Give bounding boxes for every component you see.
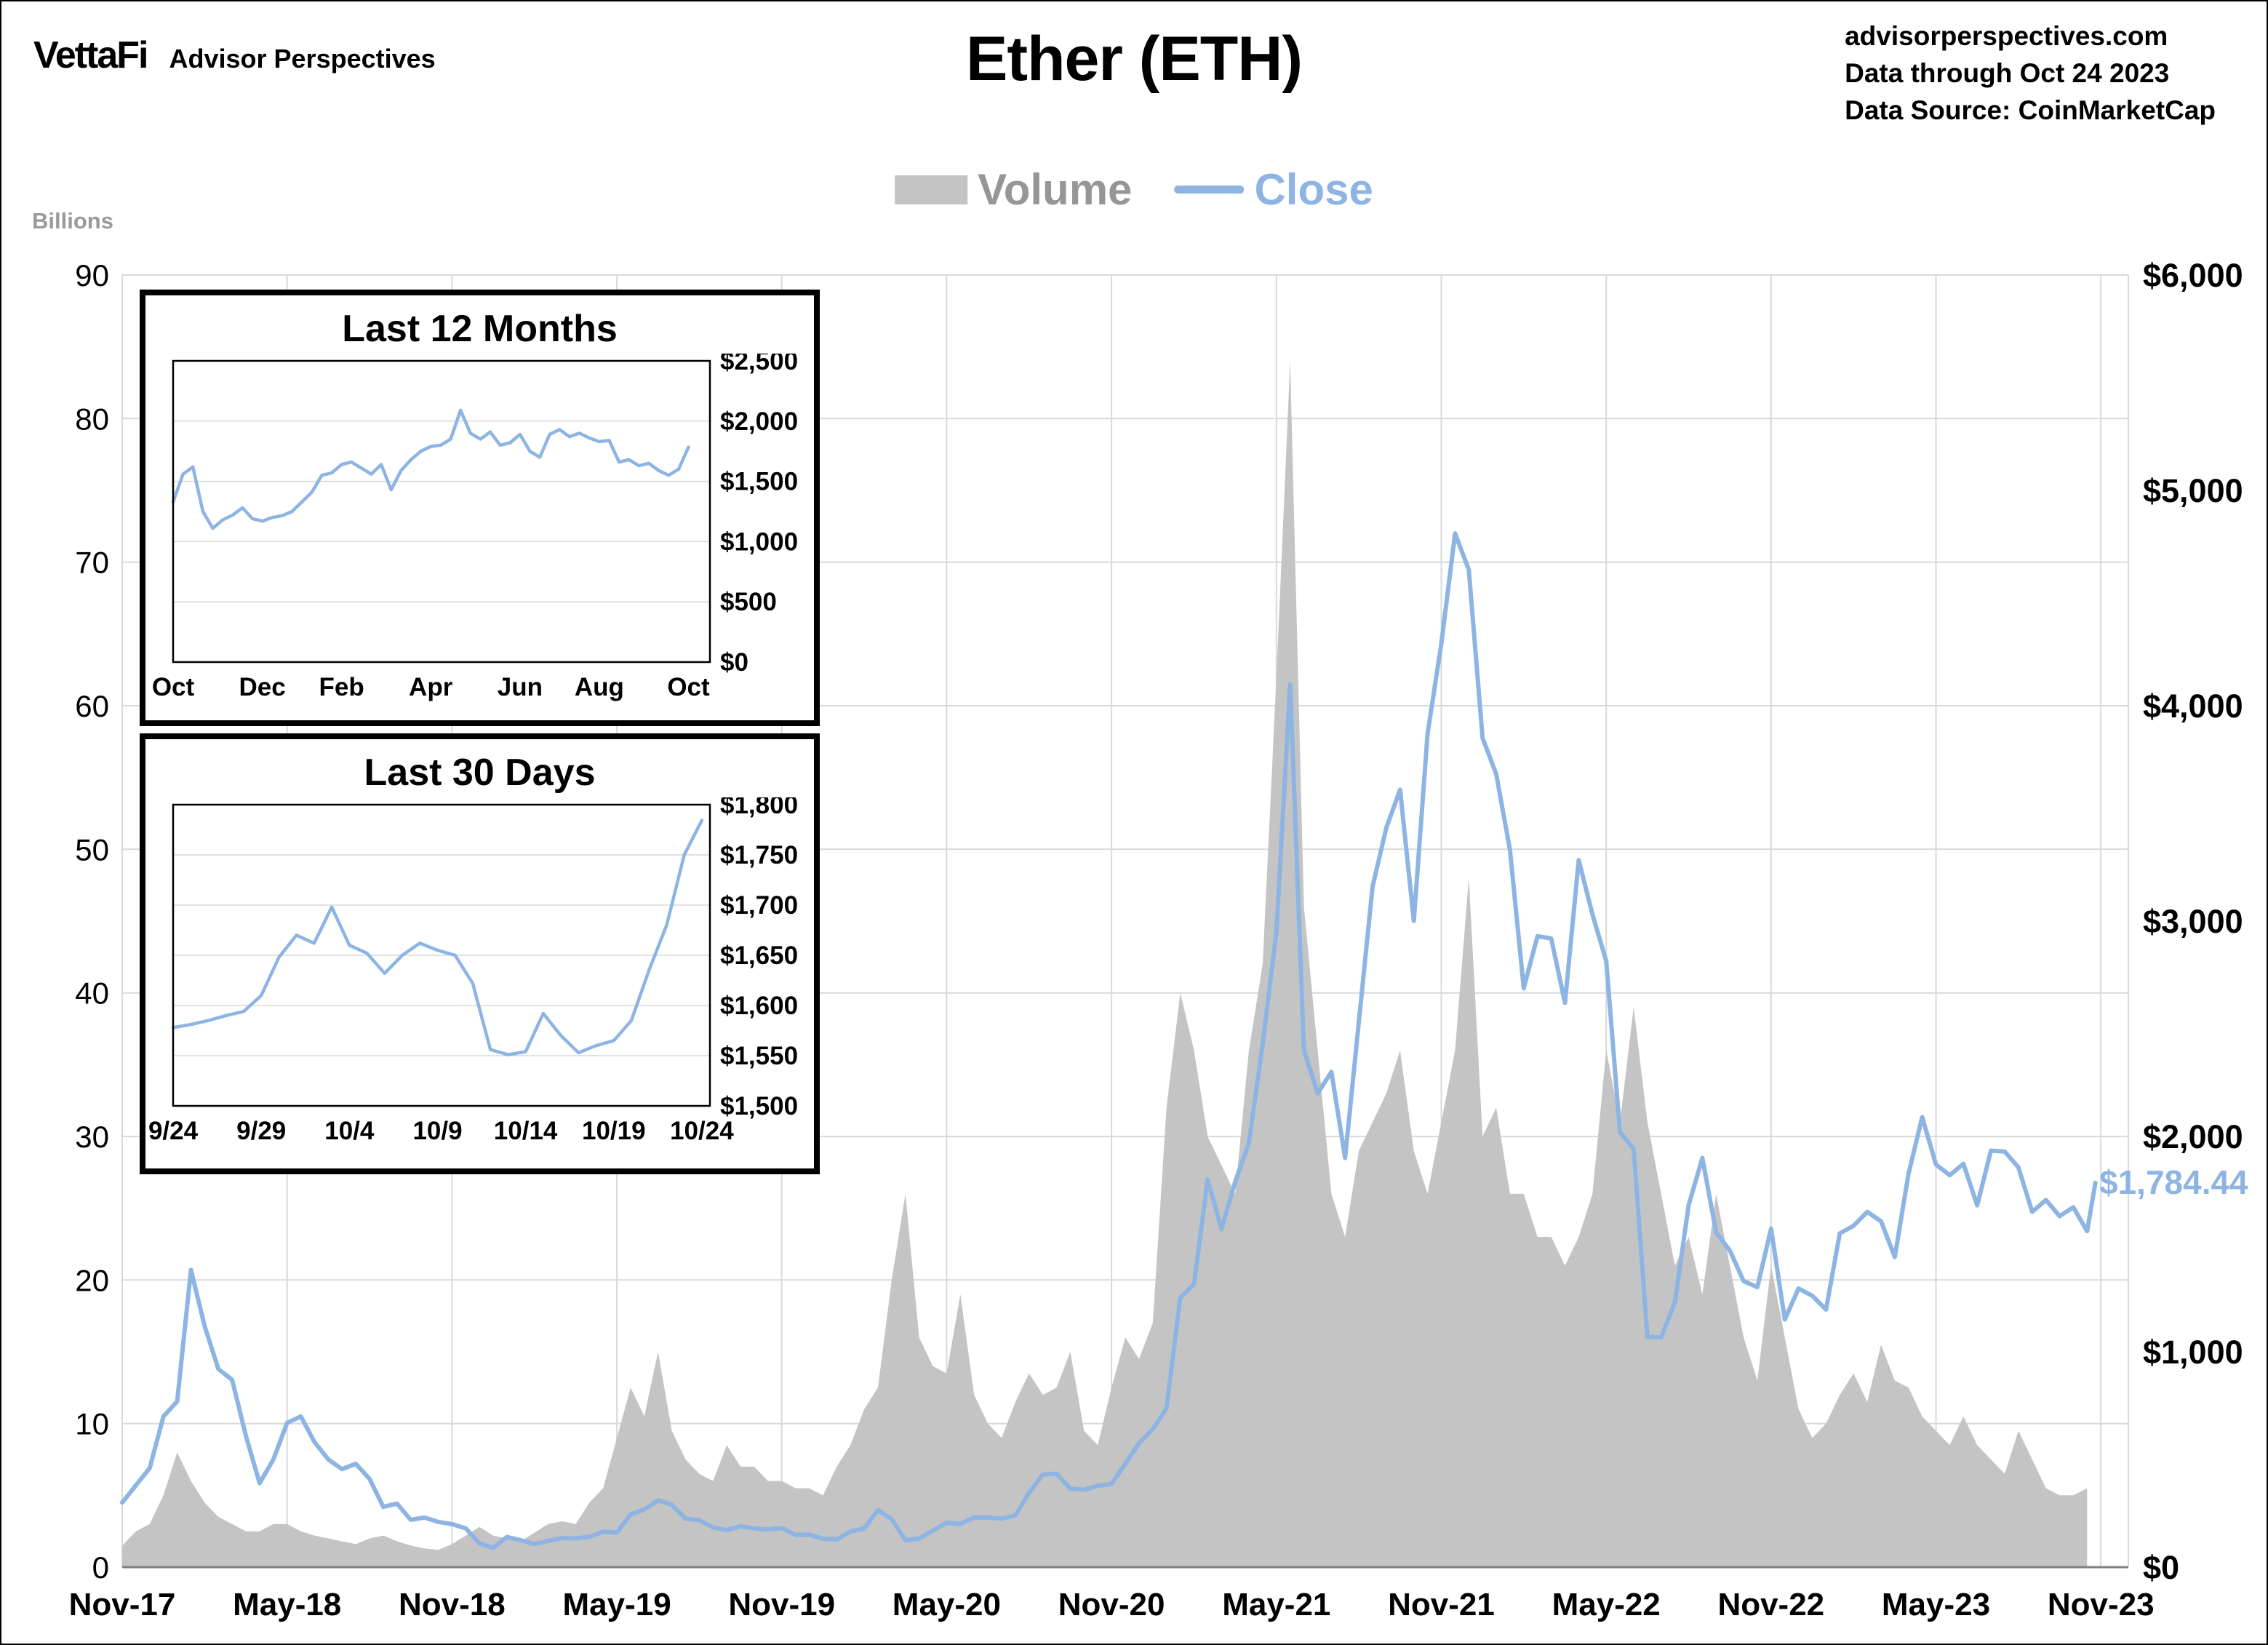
left-axis-tick-label: 40 xyxy=(75,976,109,1011)
info-website: advisorperspectives.com xyxy=(1845,21,2168,51)
inset-12mo-chart-svg: $2,500 $2,000 $1,500 $1,000 $500 $0 Oct Dec Feb A… xyxy=(152,354,798,701)
right-axis-tick-label: $6,000 xyxy=(2143,257,2243,294)
x-axis-tick-label: Nov-17 xyxy=(69,1587,176,1622)
x-axis-tick-label: May-20 xyxy=(893,1587,1001,1622)
volume-swatch-icon xyxy=(895,175,968,204)
right-axis-tick-label: $3,000 xyxy=(2143,903,2243,940)
legend-close-label: Close xyxy=(1254,165,1373,214)
x-axis-tick-label: Nov-19 xyxy=(728,1587,835,1622)
inset-y-tick-label: $1,600 xyxy=(720,992,798,1020)
inset-x-tick-label: Dec xyxy=(239,673,285,701)
inset-x-tick-label: 10/14 xyxy=(494,1117,558,1145)
inset-last-12-months: Last 12 Months $2,500 $2,000 $1,500 $1,000 $… xyxy=(140,290,820,726)
right-axis-tick-label: $5,000 xyxy=(2143,472,2243,509)
inset-x-tick-label: Jun xyxy=(498,673,543,701)
inset-y-tick-label: $2,000 xyxy=(720,407,798,436)
right-axis-tick-label: $1,000 xyxy=(2143,1334,2243,1371)
inset-plot-background xyxy=(173,361,710,662)
right-axis-tick-label: $4,000 xyxy=(2143,688,2243,725)
inset-y-tick-label: $1,800 xyxy=(720,797,798,819)
legend-item-volume: Volume xyxy=(895,164,1132,215)
inset-x-tick-label: 10/24 xyxy=(670,1117,734,1145)
inset-30d-title: Last 30 Days xyxy=(364,752,596,794)
info-data-source: Data Source: CoinMarketCap xyxy=(1845,95,2216,126)
x-axis-tick-label: May-22 xyxy=(1552,1587,1661,1622)
left-axis-tick-label: 30 xyxy=(75,1120,109,1154)
inset-y-tick-label: $500 xyxy=(720,588,777,616)
inset-y-tick-label: $1,700 xyxy=(720,891,798,920)
inset-close-line xyxy=(171,818,704,1056)
inset-last-30-days: Last 30 Days $1,800 $1,750 $1,700 $1,650 $1,… xyxy=(140,733,820,1174)
info-data-through: Data through Oct 24 2023 xyxy=(1845,58,2170,89)
inset-y-tick-label: $1,000 xyxy=(720,527,798,556)
right-axis-tick-label: $2,000 xyxy=(2143,1118,2243,1155)
right-axis-tick-label: $0 xyxy=(2143,1549,2179,1586)
inset-x-tick-label: Apr xyxy=(409,673,453,701)
x-axis-tick-label: May-23 xyxy=(1882,1587,1990,1622)
close-price-line xyxy=(120,531,2098,1550)
volume-area xyxy=(122,361,2088,1567)
inset-x-tick-label: 9/24 xyxy=(148,1117,199,1145)
inset-y-tick-label: $1,500 xyxy=(720,1092,798,1120)
inset-x-tick-label: Oct xyxy=(667,673,710,701)
x-axis-tick-label: Nov-22 xyxy=(1717,1587,1824,1622)
chart-legend: Volume Close xyxy=(895,164,1373,215)
left-axis-tick-label: 10 xyxy=(75,1407,109,1441)
inset-x-tick-label: Feb xyxy=(319,673,364,701)
advisor-perspectives-text: Advisor Perspectives xyxy=(169,44,436,73)
inset-x-tick-label: Aug xyxy=(575,673,624,701)
legend-volume-label: Volume xyxy=(978,165,1133,214)
left-axis-tick-label: 70 xyxy=(75,546,109,580)
inset-y-tick-label: $2,500 xyxy=(720,354,798,375)
x-axis-tick-label: Nov-20 xyxy=(1058,1587,1165,1622)
vettafi-logo-text: VettaFi xyxy=(33,34,148,76)
inset-plot-border xyxy=(172,359,711,664)
inset-12mo-title: Last 12 Months xyxy=(342,308,618,350)
page-title: Ether (ETH) xyxy=(966,24,1303,94)
x-axis-tick-label: Nov-21 xyxy=(1388,1587,1495,1622)
inset-x-tick-label: 10/9 xyxy=(412,1117,462,1145)
left-axis-title: Billions xyxy=(32,208,113,234)
left-axis-tick-label: 60 xyxy=(75,689,109,723)
inset-y-tick-label: $1,650 xyxy=(720,941,798,970)
x-axis-tick-label: May-21 xyxy=(1222,1587,1330,1622)
inset-x-tick-label: 10/4 xyxy=(324,1117,375,1145)
left-axis-tick-label: 0 xyxy=(92,1550,109,1585)
inset-y-tick-label: $1,550 xyxy=(720,1042,798,1070)
inset-x-tick-label: Oct xyxy=(152,673,195,701)
inset-x-tick-label: 9/29 xyxy=(236,1117,286,1145)
inset-x-tick-label: 10/19 xyxy=(582,1117,646,1145)
x-axis-tick-label: Nov-23 xyxy=(2048,1587,2155,1622)
last-price-annotation: $1,784.44 xyxy=(2099,1163,2248,1201)
close-line-swatch-icon xyxy=(1174,186,1245,194)
x-axis-tick-label: May-19 xyxy=(563,1587,671,1622)
x-axis-tick-label: May-18 xyxy=(233,1587,341,1622)
inset-y-tick-label: $0 xyxy=(720,648,748,677)
inset-close-line xyxy=(171,408,690,530)
left-axis-tick-label: 20 xyxy=(75,1263,109,1297)
left-axis-tick-label: 80 xyxy=(75,402,109,436)
source-info-block: advisorperspectives.com Data through Oct… xyxy=(1845,17,2216,129)
left-axis-tick-label: 50 xyxy=(75,832,109,867)
left-axis-tick-label: 90 xyxy=(75,258,109,292)
legend-item-close: Close xyxy=(1174,164,1373,215)
inset-y-tick-label: $1,750 xyxy=(720,841,798,869)
inset-y-tick-label: $1,500 xyxy=(720,468,798,496)
inset-30d-chart-svg: $1,800 $1,750 $1,700 $1,650 $1,600 $1,550 $1,5… xyxy=(148,797,798,1145)
x-axis-tick-label: Nov-18 xyxy=(399,1587,506,1622)
vettafi-logo: VettaFi Advisor Perspectives xyxy=(33,33,436,77)
inset-plot-border xyxy=(172,803,711,1107)
